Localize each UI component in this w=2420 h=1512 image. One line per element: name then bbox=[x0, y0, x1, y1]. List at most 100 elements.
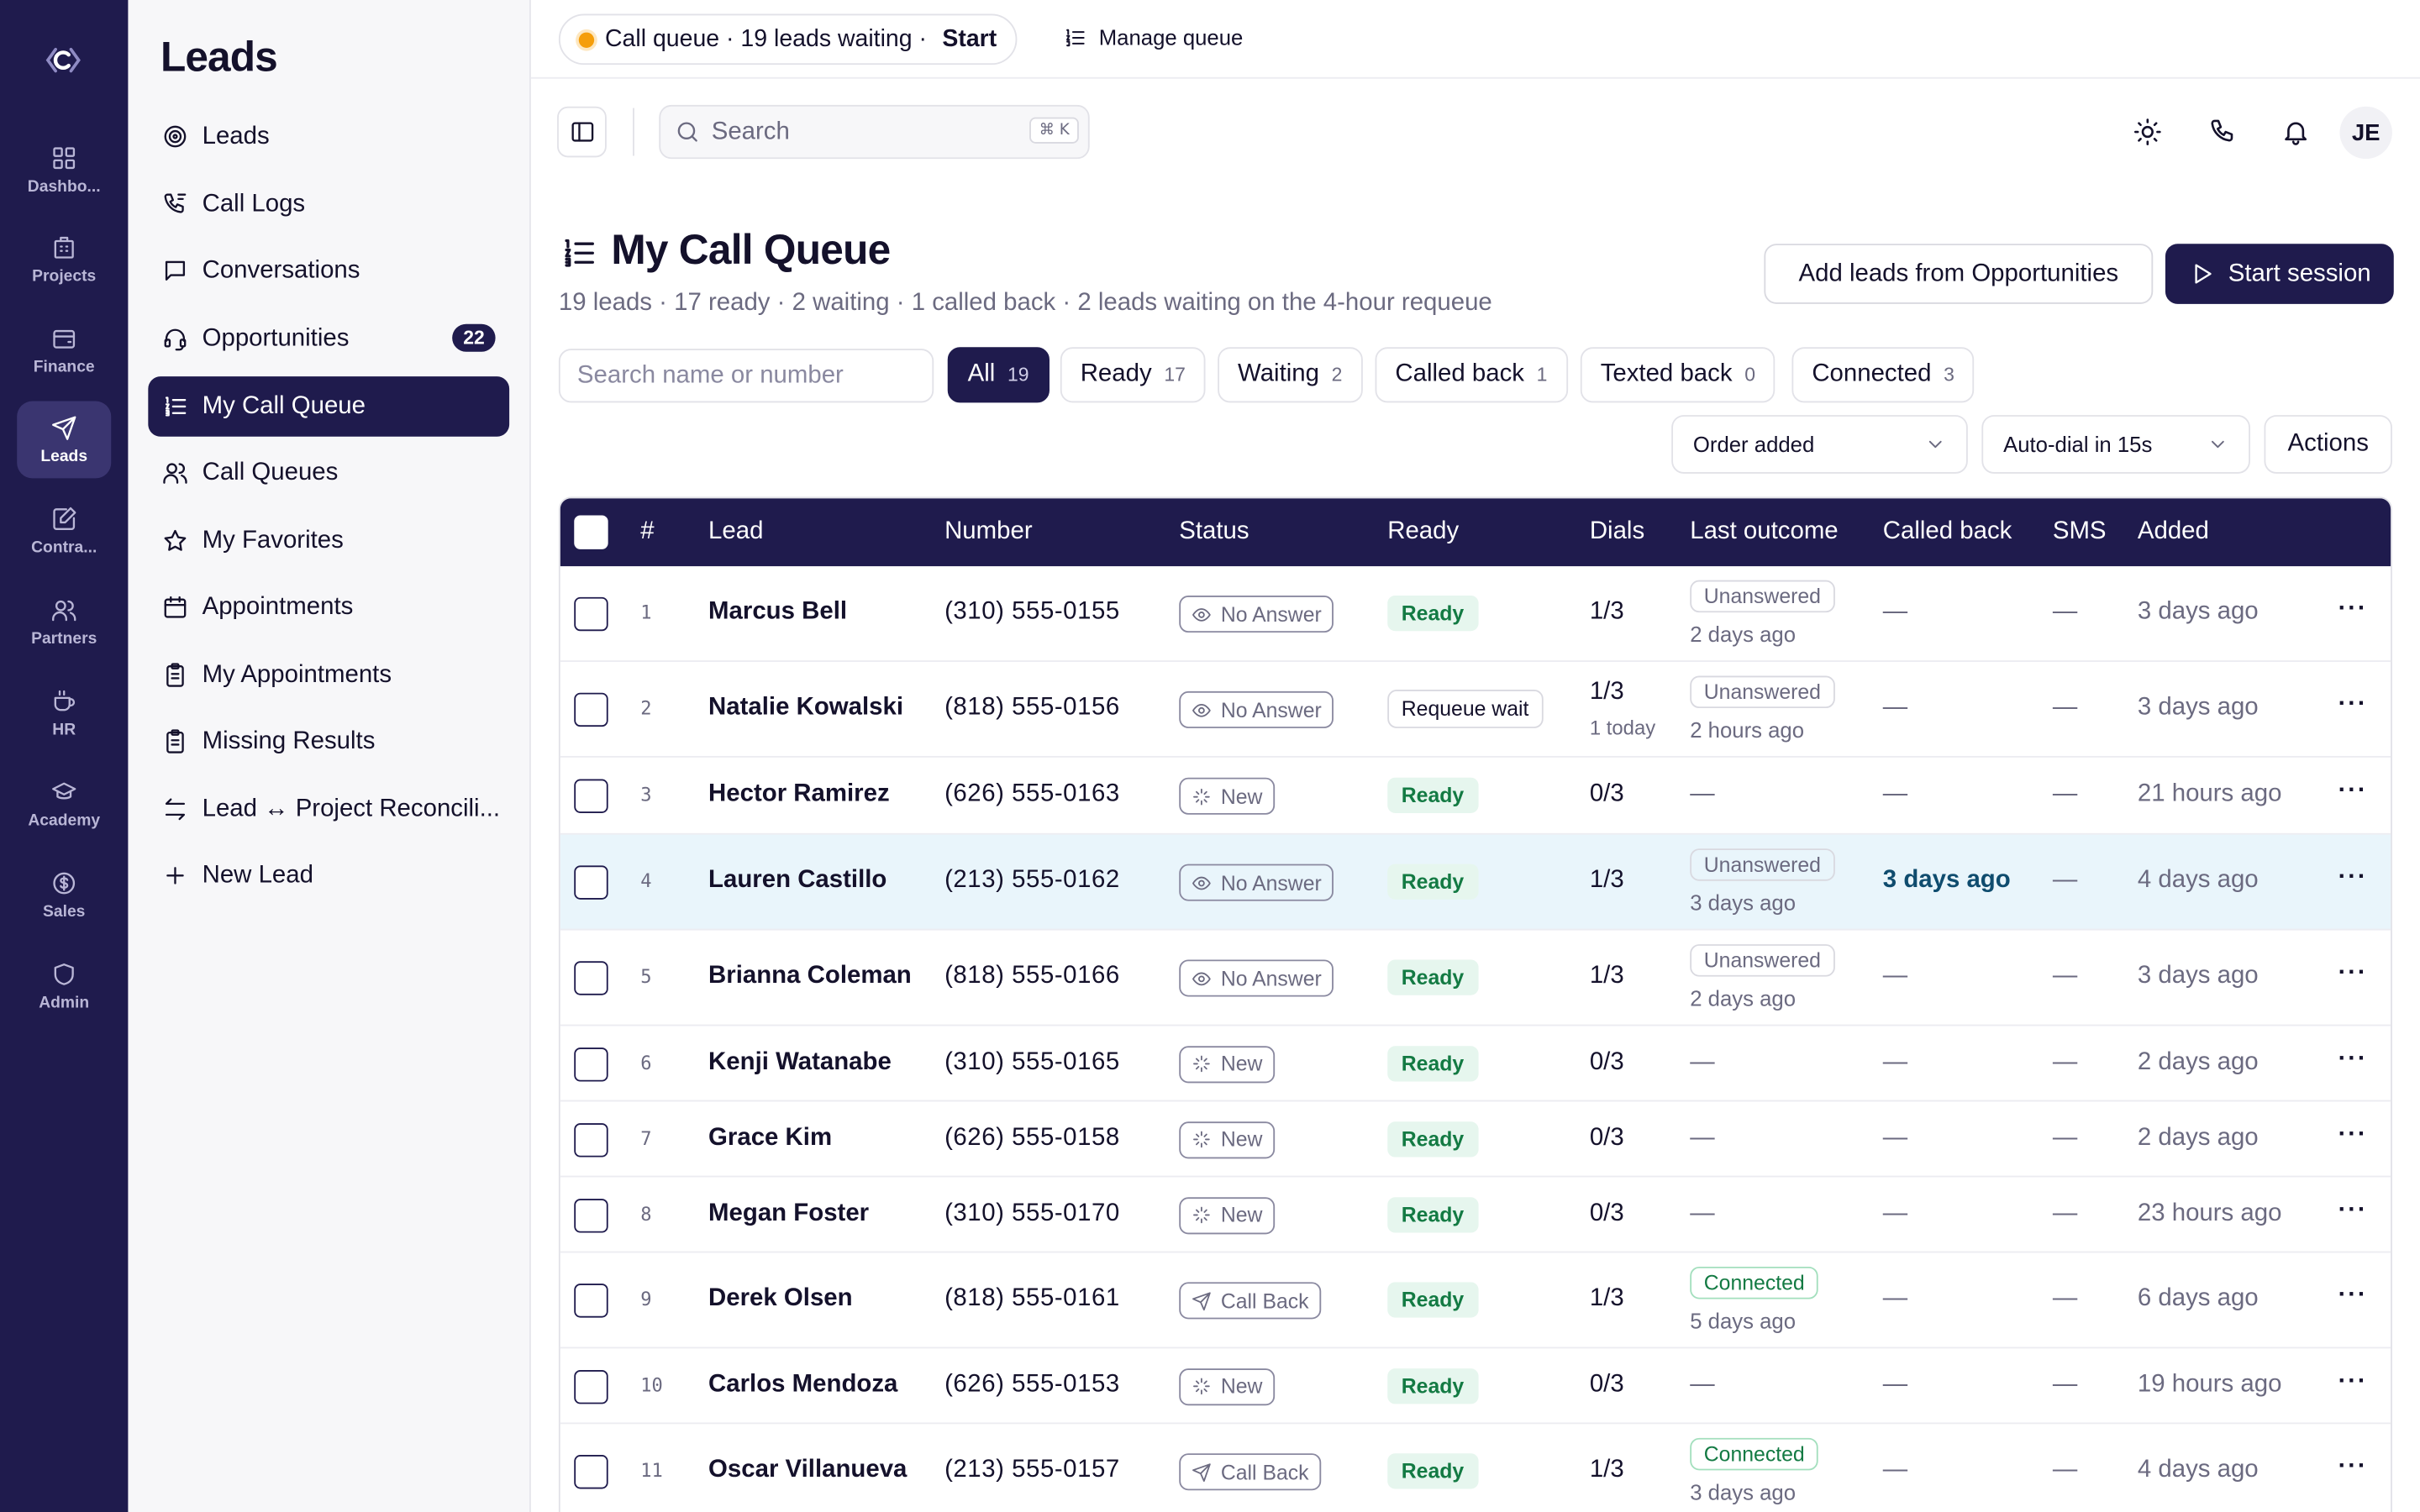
select-all-checkbox[interactable] bbox=[574, 515, 608, 549]
lead-name[interactable]: Megan Foster bbox=[708, 1200, 870, 1226]
row-more-button[interactable]: ··· bbox=[2338, 777, 2368, 804]
lead-search-input[interactable]: Search name or number bbox=[558, 349, 934, 403]
rail-item-projects[interactable]: Projects bbox=[17, 221, 111, 298]
rail-item-academy[interactable]: Academy bbox=[17, 765, 111, 843]
column-header[interactable]: Status bbox=[1179, 518, 1249, 545]
phone-button[interactable] bbox=[2206, 114, 2239, 148]
filter-chip-waiting[interactable]: Waiting 2 bbox=[1218, 347, 1363, 403]
filter-chip-ready[interactable]: Ready 17 bbox=[1060, 347, 1206, 403]
row-checkbox[interactable] bbox=[574, 779, 608, 813]
actions-button[interactable]: Actions bbox=[2264, 415, 2392, 474]
lead-number[interactable]: (310) 555-0165 bbox=[944, 1048, 1120, 1075]
row-checkbox[interactable] bbox=[574, 1122, 608, 1157]
table-row[interactable]: 3 Hector Ramirez (626) 555-0163 New Ready 0/3… bbox=[560, 758, 2391, 835]
lead-number[interactable]: (626) 555-0163 bbox=[944, 780, 1120, 807]
row-checkbox[interactable] bbox=[574, 1047, 608, 1081]
table-row[interactable]: 1 Marcus Bell (310) 555-0155 No Answer Ready… bbox=[560, 566, 2391, 662]
column-header[interactable]: Lead bbox=[708, 518, 764, 545]
rail-item-leads[interactable]: Leads bbox=[17, 401, 112, 479]
add-leads-button[interactable]: Add leads from Opportunities bbox=[1764, 244, 2154, 304]
column-header[interactable]: Last outcome bbox=[1690, 518, 1839, 545]
table-row[interactable]: 2 Natalie Kowalski (818) 555-0156 No Answer… bbox=[560, 662, 2391, 758]
row-more-button[interactable]: ··· bbox=[2338, 1453, 2368, 1480]
lead-number[interactable]: (818) 555-0156 bbox=[944, 694, 1120, 721]
lead-number[interactable]: (213) 555-0162 bbox=[944, 867, 1120, 894]
lead-number[interactable]: (213) 555-0157 bbox=[944, 1456, 1120, 1483]
row-more-button[interactable]: ··· bbox=[2338, 1282, 2368, 1309]
table-row[interactable]: 11 Oscar Villanueva (213) 555-0157 Call Bac… bbox=[560, 1424, 2391, 1512]
nav-item-opportunities[interactable]: Opportunities 22 bbox=[148, 308, 509, 369]
rail-item-admin[interactable]: Admin bbox=[17, 948, 111, 1025]
row-more-button[interactable]: ··· bbox=[2338, 1045, 2368, 1072]
global-search-input[interactable]: Search ⌘ K bbox=[659, 104, 1090, 160]
column-header[interactable]: Ready bbox=[1387, 518, 1460, 545]
lead-name[interactable]: Carlos Mendoza bbox=[708, 1370, 898, 1398]
rail-item-hr[interactable]: HR bbox=[17, 675, 111, 752]
row-checkbox[interactable] bbox=[574, 692, 608, 727]
table-row[interactable]: 4 Lauren Castillo (213) 555-0162 No Answer R… bbox=[560, 834, 2391, 931]
lead-name[interactable]: Hector Ramirez bbox=[708, 780, 890, 807]
row-checkbox[interactable] bbox=[574, 1198, 608, 1232]
nav-item-conversations[interactable]: Conversations bbox=[148, 241, 509, 302]
row-more-button[interactable]: ··· bbox=[2338, 1368, 2368, 1394]
row-more-button[interactable]: ··· bbox=[2338, 959, 2368, 986]
nav-item-call-logs[interactable]: Call Logs bbox=[148, 175, 509, 235]
row-more-button[interactable]: ··· bbox=[2338, 595, 2368, 622]
nav-item-leads[interactable]: Leads bbox=[148, 107, 509, 167]
lead-name[interactable]: Kenji Watanabe bbox=[708, 1048, 892, 1075]
lead-name[interactable]: Grace Kim bbox=[708, 1124, 833, 1151]
queue-start-link[interactable]: Start bbox=[942, 25, 997, 52]
lead-number[interactable]: (818) 555-0166 bbox=[944, 963, 1120, 990]
auto-dial-select[interactable]: Auto-dial in 15s bbox=[1981, 415, 2250, 474]
nav-item-my-call-queue[interactable]: My Call Queue bbox=[148, 376, 510, 437]
rail-item-contracts[interactable]: Contra... bbox=[17, 492, 111, 570]
row-checkbox[interactable] bbox=[574, 1369, 608, 1404]
lead-name[interactable]: Lauren Castillo bbox=[708, 867, 887, 894]
rail-item-finance[interactable]: Finance bbox=[17, 312, 111, 389]
notifications-button[interactable] bbox=[2278, 114, 2312, 148]
table-row[interactable]: 8 Megan Foster (310) 555-0170 New Ready 0/3 — —… bbox=[560, 1177, 2391, 1253]
row-more-button[interactable]: ··· bbox=[2338, 690, 2368, 718]
filter-chip-all[interactable]: All 19 bbox=[947, 347, 1050, 403]
theme-toggle-button[interactable] bbox=[2130, 114, 2164, 148]
nav-item-reconciliation[interactable]: Lead ↔ Project Reconcili... bbox=[148, 780, 509, 840]
row-checkbox[interactable] bbox=[574, 596, 608, 632]
filter-chip-connected[interactable]: Connected 3 bbox=[1791, 347, 1975, 403]
row-checkbox[interactable] bbox=[574, 1284, 608, 1318]
nav-item-missing-results[interactable]: Missing Results bbox=[148, 711, 509, 772]
table-row[interactable]: 5 Brianna Coleman (818) 555-0166 No Answer R… bbox=[560, 931, 2391, 1026]
lead-name[interactable]: Oscar Villanueva bbox=[708, 1456, 908, 1483]
column-header[interactable]: Called back bbox=[1882, 518, 2012, 545]
lead-number[interactable]: (626) 555-0158 bbox=[944, 1124, 1120, 1151]
column-header[interactable]: Added bbox=[2137, 518, 2209, 545]
lead-name[interactable]: Derek Olsen bbox=[708, 1284, 853, 1312]
sidebar-toggle-button[interactable] bbox=[557, 106, 607, 158]
lead-name[interactable]: Brianna Coleman bbox=[708, 963, 912, 990]
sort-order-select[interactable]: Order added bbox=[1671, 415, 1968, 474]
table-row[interactable]: 6 Kenji Watanabe (310) 555-0165 New Ready 0/3… bbox=[560, 1026, 2391, 1102]
rail-item-partners[interactable]: Partners bbox=[17, 583, 111, 660]
table-row[interactable]: 9 Derek Olsen (818) 555-0161 Call Back Ready… bbox=[560, 1252, 2391, 1349]
user-avatar[interactable]: JE bbox=[2339, 106, 2392, 160]
row-more-button[interactable]: ··· bbox=[2338, 1121, 2368, 1147]
lead-name[interactable]: Marcus Bell bbox=[708, 598, 848, 625]
table-row[interactable]: 10 Carlos Mendoza (626) 555-0153 New Ready 0/… bbox=[560, 1348, 2391, 1425]
row-more-button[interactable]: ··· bbox=[2338, 1196, 2368, 1223]
table-row[interactable]: 7 Grace Kim (626) 555-0158 New Ready 0/3 — — — 2 … bbox=[560, 1101, 2391, 1178]
lead-number[interactable]: (626) 555-0153 bbox=[944, 1370, 1120, 1398]
row-more-button[interactable]: ··· bbox=[2338, 864, 2368, 890]
filter-chip-called-back[interactable]: Called back 1 bbox=[1375, 347, 1568, 403]
lead-number[interactable]: (310) 555-0155 bbox=[944, 598, 1120, 625]
call-queue-pill[interactable]: Call queue · 19 leads waiting · Start bbox=[558, 13, 1018, 66]
manage-queue-button[interactable]: Manage queue bbox=[1064, 24, 1243, 50]
column-header[interactable]: SMS bbox=[2052, 518, 2107, 545]
start-session-button[interactable]: Start session bbox=[2165, 244, 2394, 304]
lead-name[interactable]: Natalie Kowalski bbox=[708, 694, 904, 721]
filter-chip-texted-back[interactable]: Texted back 0 bbox=[1580, 347, 1776, 403]
nav-item-my-favorites[interactable]: My Favorites bbox=[148, 511, 509, 571]
rail-item-dashboard[interactable]: Dashbo... bbox=[17, 131, 111, 208]
lead-number[interactable]: (818) 555-0161 bbox=[944, 1284, 1120, 1312]
app-logo[interactable] bbox=[42, 40, 85, 81]
row-checkbox[interactable] bbox=[574, 961, 608, 995]
row-checkbox[interactable] bbox=[574, 865, 608, 900]
